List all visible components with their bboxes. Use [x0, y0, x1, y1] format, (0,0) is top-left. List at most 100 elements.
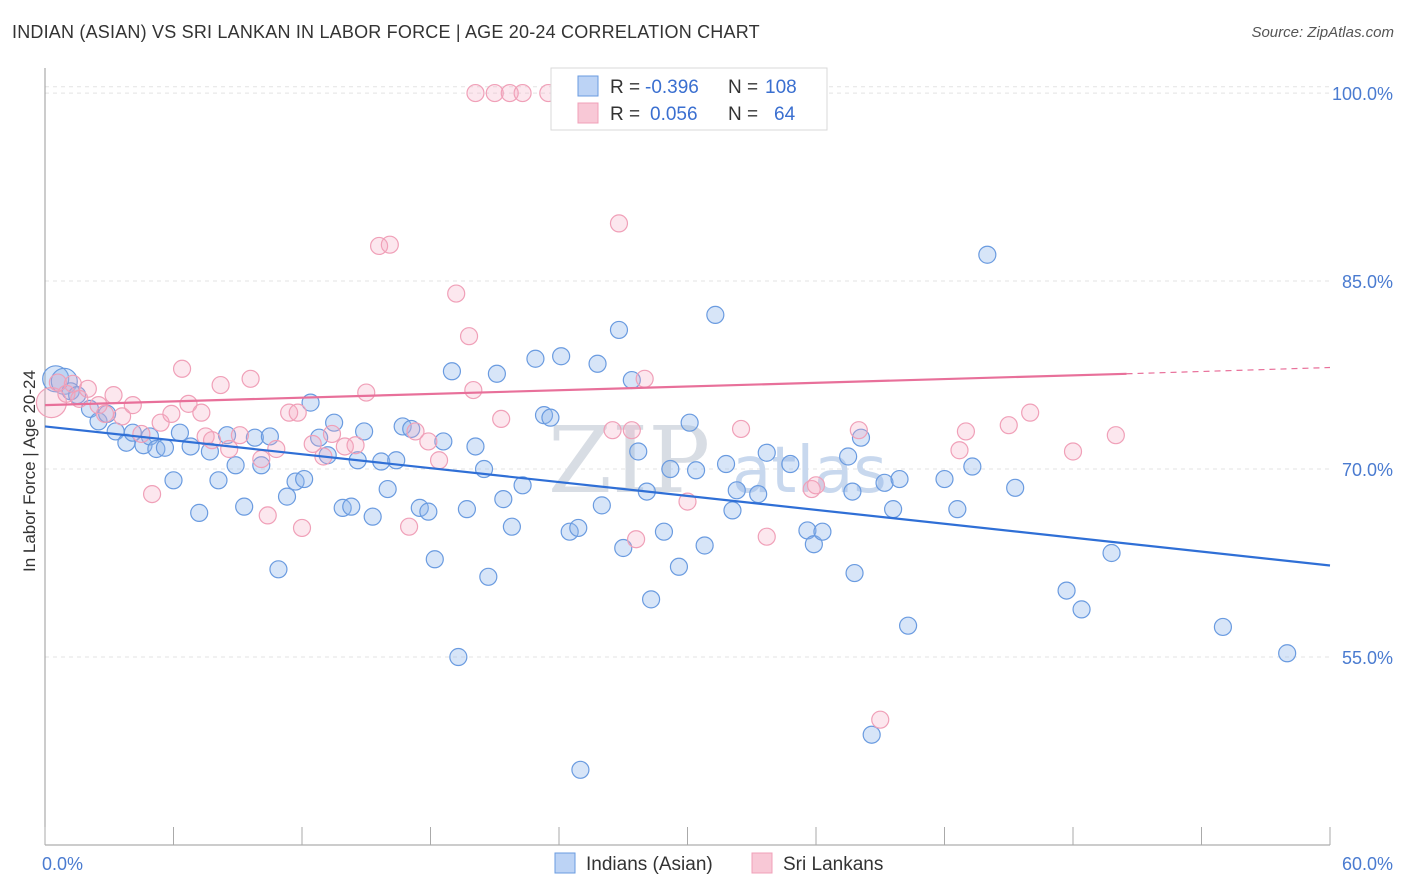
- srilankans-point-42: [447, 284, 466, 303]
- indians-point-90: [843, 482, 862, 501]
- indians-point-99: [948, 500, 967, 519]
- chart-source: Source: ZipAtlas.com: [1251, 24, 1394, 41]
- srilankans-point-69: [1063, 442, 1083, 461]
- indians-point-64: [571, 760, 590, 779]
- indians-point-67: [609, 320, 629, 340]
- indians-point-75: [669, 557, 689, 576]
- srilankans-point-59: [731, 419, 751, 439]
- indians-point-76: [680, 413, 699, 432]
- indians-point-40: [378, 479, 397, 499]
- indians-point-29: [295, 469, 314, 489]
- srilankans-point-34: [346, 436, 365, 455]
- srilankans-point-14: [162, 404, 181, 423]
- srilankans-point-38: [406, 422, 425, 441]
- indians-point-17: [190, 503, 209, 522]
- indians-point-72: [641, 590, 661, 609]
- stats-legend: R = -0.396 N = 108 R = 0.056 N = 64: [550, 67, 828, 131]
- srilankans-point-9: [112, 407, 132, 426]
- indians-point-49: [449, 647, 468, 667]
- indians-point-35: [342, 497, 361, 516]
- srilankans-point-24: [252, 449, 271, 469]
- srilankans-point-63: [849, 421, 868, 440]
- stats-n-label-2: N =: [728, 104, 758, 125]
- srilankans-point-22: [230, 426, 249, 445]
- srilankans-point-15: [172, 359, 192, 378]
- indians-point-48: [442, 362, 462, 381]
- x-tick-label-1: 60.0%: [1342, 854, 1393, 874]
- srilankans-point-28: [288, 403, 307, 422]
- srilankans-point-62: [806, 476, 826, 495]
- srilankans-point-5: [78, 379, 97, 398]
- indians-point-15: [170, 423, 190, 442]
- stats-r-label-1: R =: [610, 77, 640, 98]
- indians-point-61: [552, 347, 571, 366]
- indians-point-84: [757, 443, 776, 462]
- indians-point-47: [434, 432, 453, 451]
- indians-point-103: [1057, 581, 1076, 600]
- indians-point-14: [164, 471, 183, 490]
- indians-point-45: [419, 502, 438, 521]
- indians-point-70: [629, 442, 648, 461]
- indians-point-79: [706, 305, 725, 324]
- srilankans-point-41: [429, 451, 449, 470]
- srilankans-point-37: [380, 235, 399, 254]
- indians-point-50: [457, 500, 477, 519]
- indians-point-102: [1006, 478, 1025, 497]
- srilankans-point-64: [871, 710, 890, 729]
- indians-point-37: [355, 422, 374, 441]
- srilankans-point-43: [459, 327, 479, 346]
- srilankans-trend-line: [44, 372, 1127, 407]
- indians-point-81: [723, 501, 742, 520]
- stats-n-value-2: 64: [774, 104, 796, 125]
- indians-point-68: [614, 538, 633, 558]
- stats-swatch-pink: [577, 102, 599, 124]
- series-srilankans-points: [35, 83, 1125, 729]
- indians-point-74: [661, 459, 680, 479]
- indians-point-57: [513, 476, 532, 495]
- srilankans-point-56: [626, 530, 646, 549]
- srilankans-point-29: [292, 518, 312, 538]
- srilankans-point-25: [258, 506, 277, 525]
- stats-n-label-1: N =: [728, 77, 758, 98]
- indians-point-26: [269, 560, 288, 579]
- bottom-legend: Indians (Asian) Sri Lankans: [554, 852, 883, 875]
- srilankans-point-47: [492, 409, 511, 429]
- indians-point-78: [695, 536, 714, 555]
- indians-point-101: [978, 245, 997, 264]
- legend-swatch-srilankans: [751, 852, 773, 874]
- indians-point-23: [245, 428, 264, 447]
- srilankans-point-16: [179, 394, 198, 413]
- srilankans-point-66: [956, 422, 976, 441]
- indians-point-22: [235, 497, 254, 516]
- srilankans-point-10: [123, 396, 142, 415]
- indians-point-80: [716, 454, 736, 474]
- srilankans-point-12: [142, 484, 162, 504]
- indians-point-92: [851, 428, 871, 447]
- indians-point-13: [155, 438, 175, 457]
- y-tick-label-1: 70.0%: [1342, 460, 1393, 480]
- indians-point-65: [588, 354, 607, 373]
- stats-r-label-2: R =: [610, 104, 640, 125]
- indians-point-100: [963, 457, 982, 476]
- legend-label-indians: Indians (Asian): [586, 854, 713, 875]
- srilankans-point-65: [950, 441, 969, 460]
- indians-point-73: [654, 522, 674, 541]
- indians-point-46: [425, 550, 444, 569]
- x-tick-labels: 0.0% 60.0%: [42, 854, 1393, 874]
- indians-point-24: [252, 456, 271, 475]
- indians-point-91: [845, 563, 864, 583]
- indians-point-19: [209, 471, 228, 490]
- indians-point-60: [541, 408, 560, 427]
- indians-point-63: [569, 518, 588, 538]
- indians-point-18: [200, 442, 220, 461]
- indians-point-88: [813, 522, 832, 541]
- srilankans-point-45: [466, 83, 485, 103]
- srilankans-point-44: [464, 380, 483, 400]
- indians-trend-line: [44, 425, 1331, 567]
- indians-point-87: [804, 535, 823, 554]
- axes: [44, 68, 1331, 846]
- srilankans-point-54: [603, 421, 622, 440]
- srilankans-point-67: [999, 416, 1018, 435]
- indians-point-51: [466, 437, 485, 456]
